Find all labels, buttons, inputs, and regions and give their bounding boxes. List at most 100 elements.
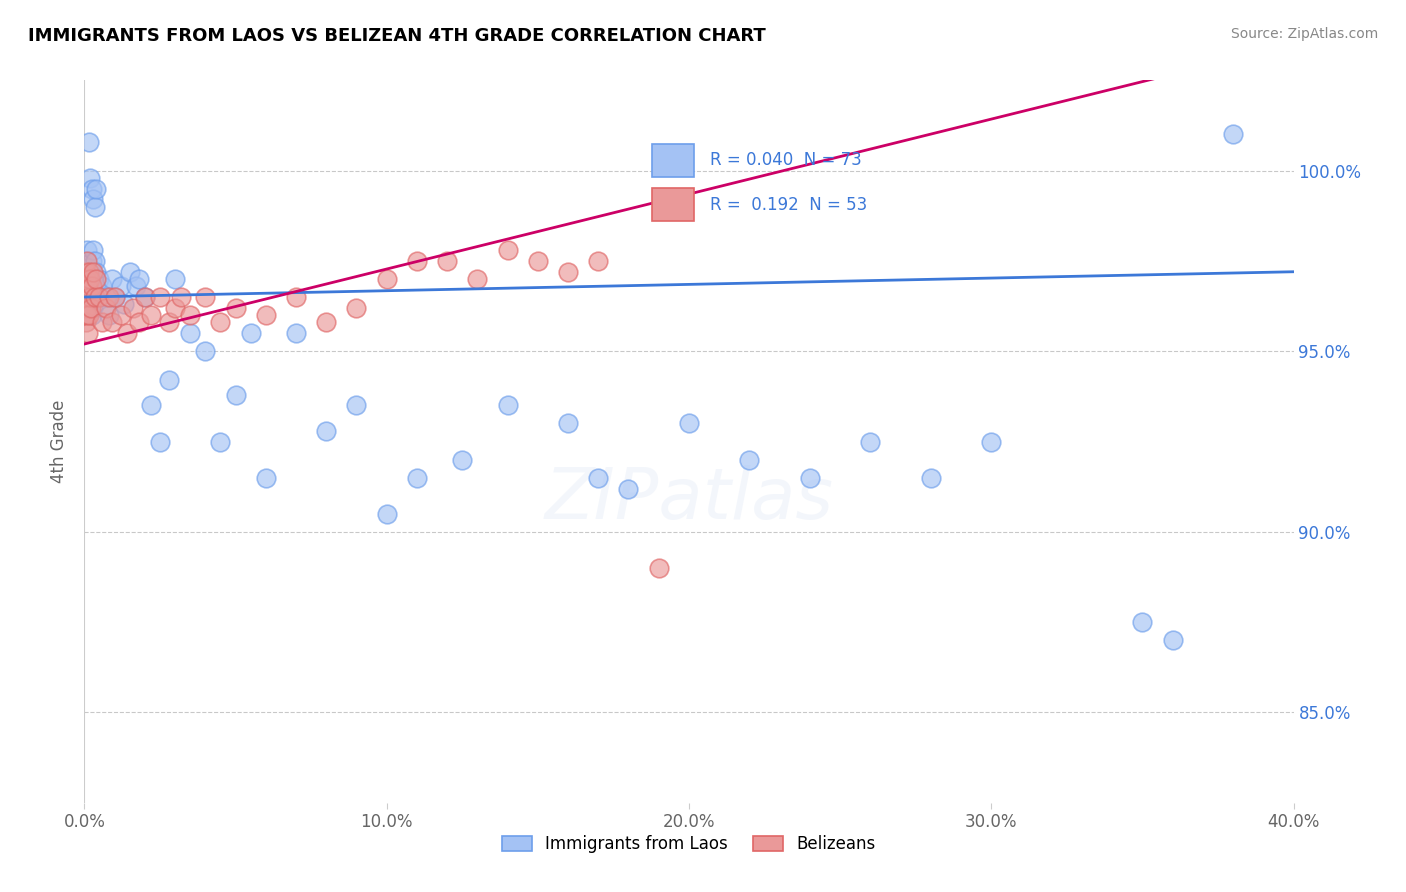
Point <box>1222 128 1244 142</box>
Point <box>97 290 120 304</box>
Point <box>94 301 117 315</box>
Point <box>254 308 277 322</box>
Point <box>125 279 148 293</box>
Point <box>79 170 101 185</box>
Point <box>315 424 337 438</box>
Point <box>77 283 100 297</box>
Point <box>1161 633 1184 648</box>
Point <box>76 276 98 290</box>
Point <box>76 272 98 286</box>
Point <box>75 308 97 322</box>
Point <box>209 434 232 449</box>
Point <box>467 272 489 286</box>
Point <box>1132 615 1154 630</box>
Point <box>76 308 98 322</box>
Point <box>91 279 114 293</box>
Point <box>80 279 103 293</box>
Point <box>225 301 247 315</box>
Point <box>84 200 107 214</box>
Point <box>82 193 104 207</box>
Point <box>194 344 217 359</box>
Point <box>76 315 98 329</box>
Point <box>75 272 97 286</box>
Point <box>285 326 308 341</box>
Point <box>527 254 550 268</box>
Point <box>149 290 172 304</box>
Point <box>76 254 98 268</box>
Point <box>77 308 100 322</box>
Point <box>496 243 519 257</box>
Point <box>980 434 1002 449</box>
Point <box>346 301 368 315</box>
Point <box>134 290 156 304</box>
Point <box>254 471 277 485</box>
Point <box>82 301 104 315</box>
Point <box>75 265 97 279</box>
Legend: Immigrants from Laos, Belizeans: Immigrants from Laos, Belizeans <box>495 828 883 860</box>
Point <box>80 297 103 311</box>
Text: IMMIGRANTS FROM LAOS VS BELIZEAN 4TH GRADE CORRELATION CHART: IMMIGRANTS FROM LAOS VS BELIZEAN 4TH GRA… <box>28 27 766 45</box>
Point <box>77 265 100 279</box>
Point <box>799 471 821 485</box>
Point <box>76 243 98 257</box>
Point <box>104 290 127 304</box>
Y-axis label: 4th Grade: 4th Grade <box>51 400 69 483</box>
Point <box>80 182 103 196</box>
Point <box>165 301 187 315</box>
Point <box>91 315 114 329</box>
Point <box>75 279 97 293</box>
Point <box>76 279 98 293</box>
Point <box>75 290 97 304</box>
Point <box>76 301 98 315</box>
Point <box>194 290 217 304</box>
Text: R =  0.192  N = 53: R = 0.192 N = 53 <box>710 195 868 214</box>
Point <box>86 272 108 286</box>
Point <box>165 272 187 286</box>
Point <box>436 254 458 268</box>
Point <box>157 315 180 329</box>
FancyBboxPatch shape <box>652 145 695 177</box>
Point <box>79 265 101 279</box>
Point <box>139 399 162 413</box>
Point <box>77 290 100 304</box>
Point <box>82 265 104 279</box>
Point <box>89 290 111 304</box>
Point <box>225 387 247 401</box>
Point <box>115 326 138 341</box>
Point <box>80 308 103 322</box>
Point <box>76 268 98 283</box>
Point <box>557 265 579 279</box>
Point <box>588 471 610 485</box>
Point <box>179 308 201 322</box>
Point <box>170 290 193 304</box>
Point <box>859 434 882 449</box>
Point <box>648 561 671 575</box>
Point <box>375 507 398 521</box>
Point <box>75 265 97 279</box>
Point <box>79 272 101 286</box>
Point <box>588 254 610 268</box>
Point <box>110 279 132 293</box>
Point <box>89 272 111 286</box>
Point <box>128 272 150 286</box>
Point <box>100 272 122 286</box>
Point <box>121 301 143 315</box>
Point <box>79 290 101 304</box>
Point <box>678 417 700 431</box>
Point <box>617 482 640 496</box>
Point <box>76 290 98 304</box>
Point <box>104 290 127 304</box>
Point <box>77 261 100 276</box>
Text: Source: ZipAtlas.com: Source: ZipAtlas.com <box>1230 27 1378 41</box>
Point <box>79 272 101 286</box>
Point <box>77 135 100 149</box>
Point <box>406 254 429 268</box>
Point <box>920 471 942 485</box>
Point <box>97 308 120 322</box>
Point <box>112 297 135 311</box>
Point <box>557 417 579 431</box>
Point <box>139 308 162 322</box>
Point <box>94 290 117 304</box>
Point <box>209 315 232 329</box>
Point <box>82 243 104 257</box>
